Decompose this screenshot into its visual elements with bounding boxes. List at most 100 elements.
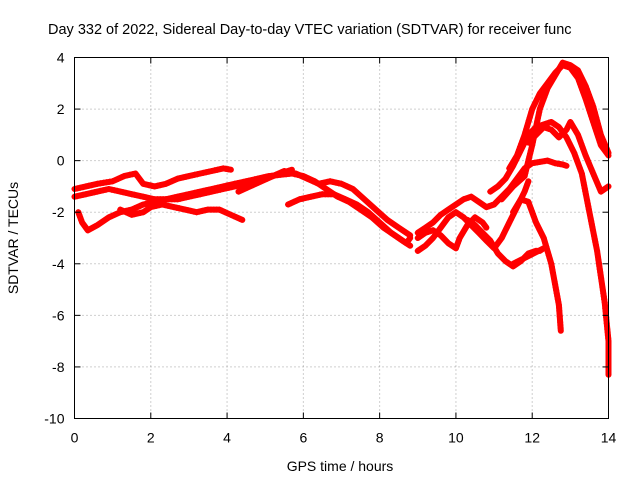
data-point (523, 167, 529, 174)
data-point (577, 137, 584, 144)
data-point (585, 91, 592, 98)
data-point (228, 181, 235, 188)
series-sat-e (235, 168, 414, 239)
x-tick-label: 14 (601, 430, 617, 446)
data-point (540, 235, 547, 241)
data-point (225, 210, 231, 217)
data-point (583, 85, 590, 92)
series-sat-m (498, 59, 612, 203)
data-point (219, 207, 226, 214)
data-point (227, 211, 234, 218)
series-sat-j (464, 216, 547, 270)
data-point (312, 179, 319, 186)
y-tick-label: -10 (44, 411, 64, 427)
data-point (295, 171, 302, 178)
data-point (171, 177, 178, 183)
x-tick-label: 4 (223, 430, 231, 446)
data-point (544, 246, 550, 253)
data-point (338, 180, 345, 187)
data-point (523, 126, 530, 133)
data-point (520, 134, 527, 141)
data-point (305, 194, 312, 201)
data-point (592, 239, 599, 245)
data-point (580, 77, 587, 84)
data-point (594, 120, 601, 127)
data-point (522, 170, 529, 177)
data-point (74, 185, 81, 192)
data-point (304, 175, 311, 182)
x-tick-label: 2 (147, 430, 155, 446)
data-point (527, 147, 534, 154)
data-point (524, 123, 531, 130)
data-point (269, 173, 276, 180)
x-tick-label: 8 (376, 430, 384, 446)
data-point (591, 233, 598, 239)
data-point (404, 241, 411, 247)
data-point (125, 190, 132, 197)
data-point (589, 100, 596, 107)
data-point (187, 207, 194, 214)
data-point (167, 203, 174, 210)
data-point (527, 204, 534, 211)
data-point (537, 103, 544, 110)
y-axis-label: SDTVAR / TECUs (5, 182, 21, 294)
data-point (519, 137, 526, 144)
y-tick-label: -4 (52, 256, 65, 272)
data-point (573, 155, 580, 162)
data-point (481, 222, 488, 229)
x-axis-label: GPS time / hours (287, 458, 394, 474)
data-point (248, 177, 255, 183)
data-point (348, 198, 354, 205)
data-point (588, 97, 595, 104)
data-point (516, 146, 523, 153)
data-point (176, 205, 183, 212)
data-point (596, 126, 603, 133)
data-point (524, 180, 531, 187)
y-tick-label: 0 (57, 153, 65, 169)
data-point (211, 185, 218, 192)
data-point (534, 115, 541, 122)
data-point (544, 249, 551, 256)
data-point (168, 178, 175, 185)
data-point (539, 100, 545, 107)
data-point (404, 230, 411, 237)
data-point (244, 184, 251, 191)
data-point (145, 195, 152, 201)
data-point (214, 166, 221, 173)
data-point (261, 177, 268, 183)
data-point (112, 177, 119, 183)
data-point (528, 145, 535, 151)
data-point (527, 150, 534, 157)
chart-title: Day 332 of 2022, Sidereal Day-to-day VTE… (48, 22, 572, 38)
data-point (521, 131, 528, 138)
data-point (524, 161, 531, 168)
data-point (547, 257, 554, 264)
data-point (225, 166, 232, 173)
x-tick-label: 0 (71, 430, 79, 446)
data-point (545, 252, 552, 259)
data-point (249, 182, 256, 189)
data-point (594, 117, 601, 124)
data-point (342, 196, 349, 203)
data-point (255, 179, 262, 186)
data-point (339, 195, 346, 201)
data-point (543, 243, 550, 250)
y-tick-label: 4 (57, 50, 65, 66)
data-point (85, 182, 92, 189)
data-point (171, 194, 178, 201)
data-point (531, 216, 538, 223)
y-tick-label: -6 (52, 307, 65, 323)
data-point (247, 183, 253, 190)
data-point (521, 173, 528, 180)
data-point (216, 206, 223, 213)
data-point (137, 202, 144, 209)
data-point (330, 191, 337, 198)
data-point (154, 182, 161, 189)
data-point (333, 192, 340, 199)
data-point (592, 112, 599, 118)
data-point (557, 325, 564, 331)
x-tick-label: 6 (299, 430, 307, 446)
data-point (117, 206, 124, 213)
data-point (307, 177, 313, 183)
data-point (275, 170, 282, 177)
